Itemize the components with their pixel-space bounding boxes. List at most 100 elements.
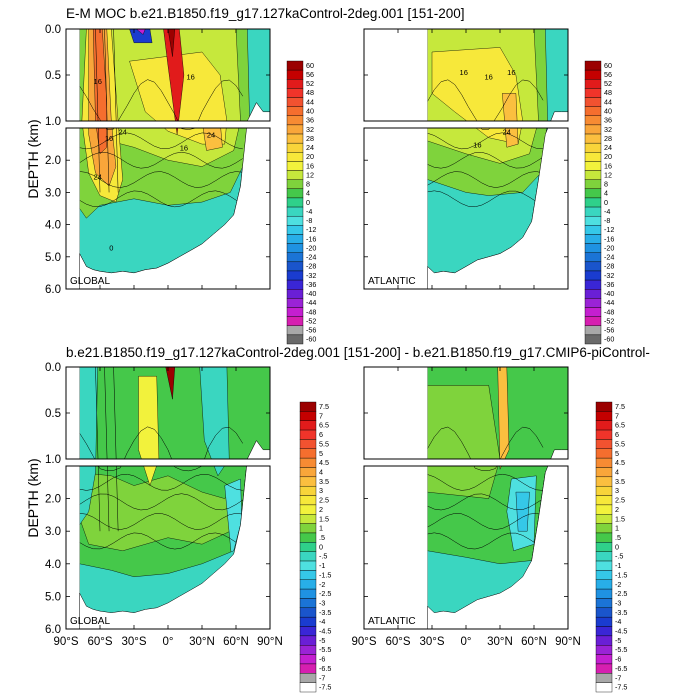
- contour-line: [95, 367, 101, 532]
- colorbar-label: 3.5: [615, 477, 625, 486]
- contour-line: [79, 473, 243, 491]
- colorbar-box: [595, 607, 613, 618]
- colorbar-label: -8: [604, 216, 610, 225]
- colorbar-box: [595, 682, 613, 693]
- colorbar-box: [286, 215, 304, 226]
- contour-line: [79, 151, 243, 169]
- colorbar-box: [595, 504, 613, 515]
- y-tick-label: 0.5: [45, 70, 61, 82]
- contour-label: 16: [507, 68, 515, 77]
- colorbar-box: [584, 79, 602, 89]
- colorbar-label: -1: [319, 561, 325, 570]
- colorbar-box: [595, 626, 613, 637]
- colorbar-box: [299, 635, 317, 646]
- colorbar-box: [299, 560, 317, 571]
- colorbar-box: [595, 570, 613, 580]
- colorbar-box: [286, 106, 304, 116]
- colorbar-box: [595, 542, 613, 552]
- difference-colorbar: 7.576.565.554.543.532.521.51.50-.5-1-1.5…: [299, 401, 331, 693]
- moc-colorbar: 60565248444036322824201612840-4-8-12-16-…: [286, 60, 316, 345]
- colorbar-box: [286, 60, 304, 71]
- contour-line: [113, 367, 119, 532]
- colorbar-box: [595, 560, 613, 571]
- colorbar-label: 4: [319, 468, 323, 477]
- colorbar-label: 4.5: [319, 458, 329, 467]
- colorbar-label: -2: [319, 580, 325, 589]
- colorbar-box: [584, 106, 602, 116]
- colorbar-label: 40: [604, 106, 612, 115]
- colorbar-box: [584, 170, 602, 180]
- colorbar-label: 52: [306, 79, 314, 88]
- contour-line: [427, 493, 544, 511]
- contour-line: [427, 79, 544, 130]
- colorbar-box: [584, 270, 602, 281]
- colorbar-box: [286, 161, 304, 171]
- colorbar-label: 60: [604, 61, 612, 70]
- colorbar-label: -1: [615, 561, 621, 570]
- colorbar-label: 4.5: [615, 458, 625, 467]
- colorbar-label: .5: [615, 533, 621, 542]
- nh-cell-24: [502, 93, 519, 148]
- y-tick-label: 4.0: [45, 220, 61, 232]
- moc-colorbar: 60565248444036322824201612840-4-8-12-16-…: [584, 60, 614, 345]
- diff-pos-core: [165, 367, 176, 400]
- colorbar-label: 2.5: [615, 496, 625, 505]
- colorbar-box: [286, 316, 304, 326]
- colorbar-label: -5.5: [615, 645, 627, 654]
- colorbar-box: [299, 532, 317, 543]
- colorbar-label: 1.5: [319, 514, 329, 523]
- colorbar-label: -4: [319, 617, 325, 626]
- colorbar-box: [286, 252, 304, 263]
- colorbar-label: 6.5: [319, 421, 329, 430]
- colorbar-label: 3: [319, 486, 323, 495]
- colorbar-label: 1: [319, 524, 323, 533]
- x-tick-label: 0°: [461, 636, 472, 648]
- colorbar-label: 7.5: [615, 402, 625, 411]
- colorbar-box: [299, 542, 317, 552]
- colorbar-box: [299, 682, 317, 693]
- colorbar-box: [584, 60, 602, 71]
- panel-label: GLOBAL: [70, 276, 110, 287]
- colorbar-box: [595, 654, 613, 665]
- colorbar-label: 12: [604, 170, 612, 179]
- colorbar-label: 12: [306, 170, 314, 179]
- colorbar-label: 2: [615, 505, 619, 514]
- tropical-pos-core: [167, 29, 176, 57]
- colorbar-label: -20: [306, 243, 316, 252]
- y-tick-label: 0.5: [45, 408, 61, 420]
- colorbar-label: -1.5: [615, 570, 627, 579]
- colorbar-label: 6: [319, 430, 323, 439]
- land-mask: [66, 367, 80, 629]
- colorbar-box: [595, 673, 613, 683]
- field-atlantic-moc: 16 16 16 24 16: [364, 29, 568, 289]
- colorbar-box: [299, 457, 317, 468]
- x-tick-label: 90°N: [257, 636, 283, 648]
- x-tick-label: 30°S: [419, 636, 444, 648]
- colorbar-box: [595, 523, 613, 534]
- colorbar-box: [595, 495, 613, 506]
- colorbar-box: [595, 448, 613, 459]
- colorbar-label: -7: [615, 673, 621, 682]
- contour-line: [79, 79, 244, 130]
- colorbar-label: -52: [604, 316, 614, 325]
- y-axis-label: DEPTH (km): [25, 458, 41, 537]
- colorbar-box: [286, 234, 304, 244]
- diff-neg-nh-core: [515, 491, 530, 532]
- colorbar-box: [584, 142, 602, 153]
- x-tick-label: 60°N: [223, 636, 249, 648]
- diff-pos-nh: [497, 367, 510, 470]
- colorbar-label: -32: [306, 271, 316, 280]
- colorbar-box: [286, 206, 304, 217]
- colorbar-box: [595, 467, 613, 478]
- colorbar-box: [584, 316, 602, 326]
- colorbar-label: 36: [306, 116, 314, 125]
- contour-line: [427, 152, 544, 169]
- y-tick-label: 6.0: [45, 624, 61, 636]
- y-tick-label: 0.0: [45, 24, 61, 36]
- colorbar-box: [299, 420, 317, 431]
- colorbar-box: [286, 152, 304, 162]
- colorbar-box: [595, 457, 613, 468]
- colorbar-label: -.5: [615, 552, 623, 561]
- colorbar-label: 36: [604, 116, 612, 125]
